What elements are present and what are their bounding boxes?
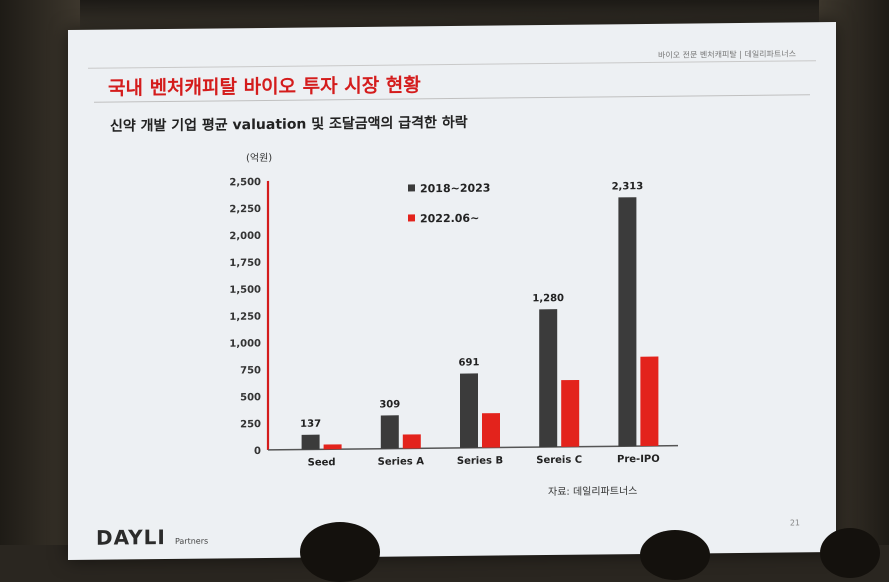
bar-series1-series-a bbox=[380, 415, 399, 449]
logo-text: DAYLI bbox=[96, 524, 166, 550]
bar-series2-sereis-c bbox=[561, 379, 580, 447]
company-logo: DAYLI Partners bbox=[96, 525, 208, 550]
room-wall-left bbox=[0, 0, 80, 545]
data-label: 2,313 bbox=[612, 181, 644, 192]
bar-series1-seed bbox=[301, 434, 320, 450]
audience-head bbox=[820, 528, 880, 578]
bar-series2-series-a bbox=[402, 434, 421, 449]
x-tick-label: Series B bbox=[457, 455, 503, 466]
data-label: 1,280 bbox=[532, 293, 564, 304]
bar-series1-pre-ipo bbox=[618, 197, 637, 447]
legend-swatch bbox=[408, 214, 415, 222]
y-tick-label: 1,750 bbox=[229, 258, 261, 269]
y-axis-unit: (억원) bbox=[246, 152, 272, 164]
bar-series1-series-b bbox=[460, 373, 478, 448]
audience-head bbox=[300, 522, 380, 582]
bar-series1-sereis-c bbox=[539, 309, 558, 448]
source-note: 자료: 데일리파트너스 bbox=[548, 486, 638, 498]
x-tick-label: Seed bbox=[308, 457, 336, 468]
y-tick-label: 2,250 bbox=[229, 204, 261, 215]
page-number: 21 bbox=[789, 518, 800, 528]
data-label: 691 bbox=[459, 357, 480, 368]
y-tick-label: 750 bbox=[240, 365, 261, 376]
logo-subtext: Partners bbox=[174, 536, 209, 546]
y-tick-label: 1,250 bbox=[229, 312, 261, 323]
x-tick-label: Sereis C bbox=[536, 455, 582, 466]
bar-chart: (억원) 0 250 500 750 1,000 1,250 1,500 1,750 2,000 2… bbox=[229, 152, 678, 469]
y-tick-label: 0 bbox=[254, 446, 261, 457]
y-tick-label: 500 bbox=[240, 392, 261, 403]
legend-swatch bbox=[408, 184, 415, 192]
legend-label: 2022.06~ bbox=[420, 212, 479, 226]
y-tick-label: 1,500 bbox=[229, 285, 261, 296]
data-label: 137 bbox=[300, 419, 321, 430]
y-tick-label: 250 bbox=[240, 419, 261, 430]
legend-label: 2018~2023 bbox=[420, 182, 490, 196]
y-tick-label: 1,000 bbox=[229, 338, 261, 349]
y-tick-label: 2,000 bbox=[229, 231, 261, 242]
bar-series2-pre-ipo bbox=[640, 356, 659, 447]
x-tick-label: Pre-IPO bbox=[617, 454, 660, 465]
x-tick-label: Series A bbox=[378, 456, 425, 467]
y-tick-label: 2,500 bbox=[229, 177, 261, 188]
audience-head bbox=[640, 530, 710, 580]
bar-series2-series-b bbox=[482, 413, 500, 448]
projection-screen: 바이오 전문 벤처캐피탈 | 데일리파트너스 국내 벤처캐피탈 바이오 투자 시… bbox=[68, 21, 836, 561]
data-label: 309 bbox=[379, 399, 400, 410]
bar-series2-seed bbox=[323, 444, 342, 450]
